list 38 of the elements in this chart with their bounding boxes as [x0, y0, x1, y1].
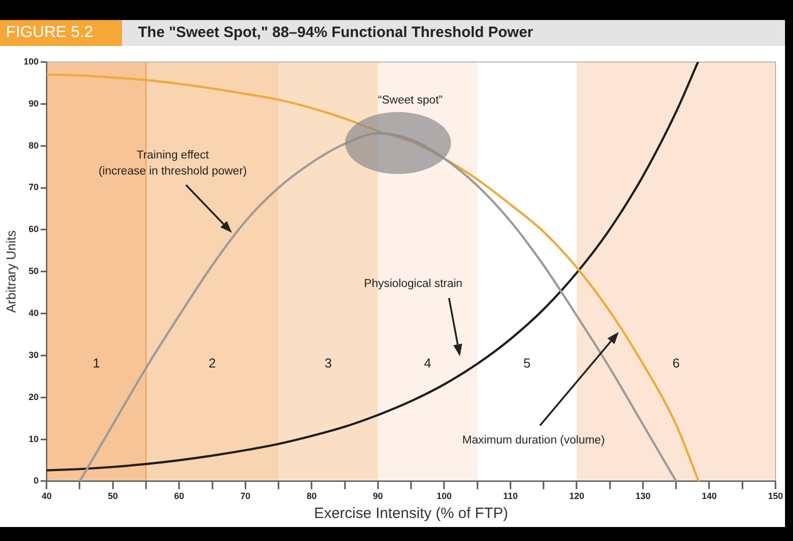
band-label: 6 [672, 355, 680, 370]
annotation: Physiological strain [364, 278, 462, 290]
caption: FIGURE 5.2 [0, 20, 122, 46]
x-tick-label: 40 [42, 491, 52, 502]
chart-title: The "Sweet Spot," 88–94% Functional Threshold Power [138, 23, 534, 43]
x-tick-label: 100 [436, 491, 452, 502]
x-tick-label: 140 [702, 491, 717, 502]
y-tick-label: 100 [24, 56, 39, 66]
annotation: Maximum duration (volume) [462, 434, 605, 446]
y-tick-label: 20 [28, 392, 39, 402]
y-tick-label: 0 [34, 476, 39, 486]
annotation: “Sweet spot” [378, 94, 443, 106]
x-axis-title: Exercise Intensity (% of FTP) [314, 505, 508, 522]
annotation: 5 [523, 355, 531, 370]
y-tick-label: 90 [28, 98, 39, 108]
x-tick-label: 50 [108, 491, 118, 502]
y-tick-label: 60 [28, 224, 39, 234]
annotation: Training effect (increase in threshold power) [98, 150, 248, 178]
x-tick-label: 80 [306, 491, 317, 502]
band-label: 4 [424, 355, 432, 370]
line-series [78, 132, 678, 482]
x-tick-label: 150 [768, 491, 784, 502]
y-tick-label: 80 [28, 140, 39, 150]
x-tick-label: 90 [372, 491, 383, 502]
y-tick-label: 30 [28, 350, 39, 360]
band-label: 1 [92, 355, 100, 370]
y-tick-label: 70 [28, 182, 39, 192]
x-tick-label: 70 [240, 491, 250, 502]
y-tick-label: 40 [28, 308, 39, 318]
band-label: 2 [208, 355, 216, 370]
y-tick-label: 50 [28, 266, 39, 276]
x-tick-label: 120 [569, 491, 584, 502]
x-tick-label: 110 [503, 491, 518, 502]
y-tick-label: 10 [28, 434, 39, 444]
x-tick-label: 60 [174, 491, 184, 502]
x-tick-label: 130 [635, 491, 650, 502]
y-axis-title: Arbitrary Units [3, 230, 18, 313]
band-label: 3 [324, 355, 332, 370]
